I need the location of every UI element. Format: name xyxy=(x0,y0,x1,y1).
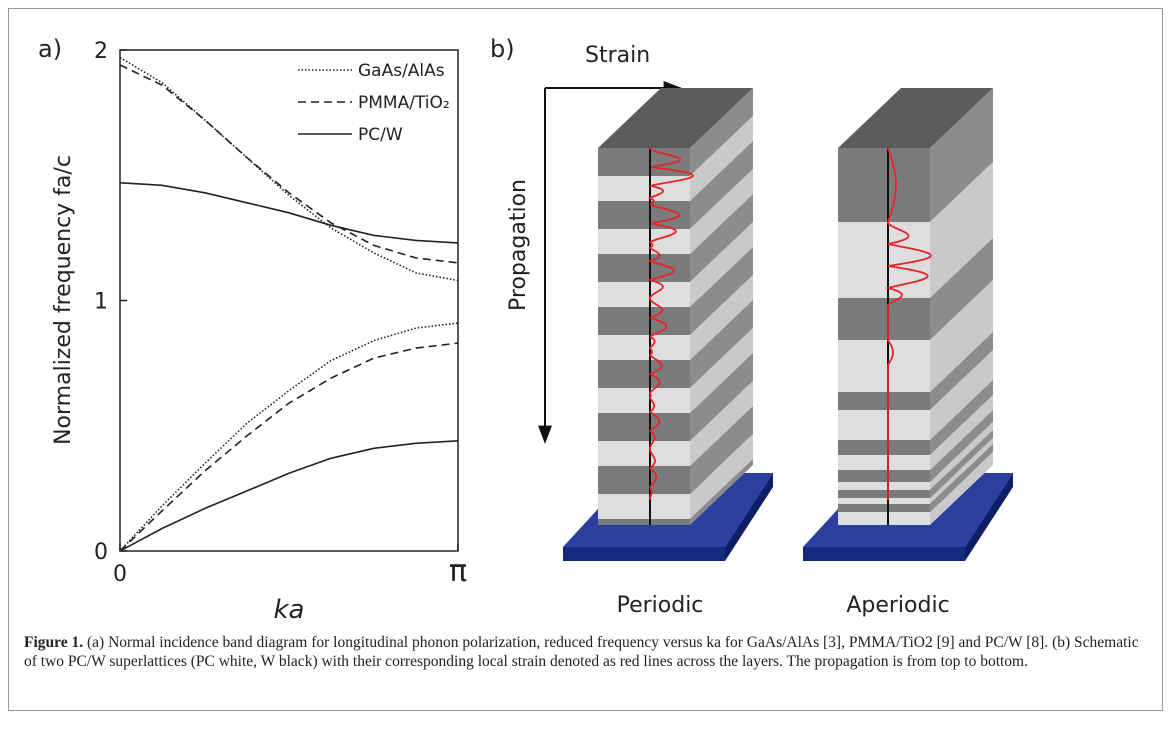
band-line xyxy=(119,440,459,552)
layer-side xyxy=(690,247,753,335)
layer-front xyxy=(838,392,930,410)
schematic xyxy=(538,81,1013,561)
layer-side xyxy=(930,452,993,525)
band-line xyxy=(119,342,459,552)
layer-side xyxy=(930,350,993,440)
layer-side xyxy=(930,430,993,498)
layer-side xyxy=(930,444,993,512)
layer-front xyxy=(598,176,690,201)
layer-side xyxy=(930,438,993,504)
figure-frame xyxy=(8,8,1163,711)
layer-side xyxy=(690,88,753,176)
layer-front xyxy=(598,335,690,360)
layer-front xyxy=(598,466,690,494)
block-top xyxy=(598,88,753,148)
block-top xyxy=(838,88,993,148)
layer-front xyxy=(838,148,930,222)
layer-side xyxy=(690,222,753,307)
layer-side xyxy=(690,300,753,388)
layer-front xyxy=(598,201,690,229)
y-tick-label: 1 xyxy=(94,290,108,315)
layer-front xyxy=(838,470,930,482)
x-tick-label: 0 xyxy=(113,562,127,587)
layer-front xyxy=(838,490,930,498)
caption-text: (a) Normal incidence band diagram for lo… xyxy=(24,634,1139,670)
layer-front xyxy=(838,504,930,512)
layer-front xyxy=(838,298,930,340)
layer-side xyxy=(930,238,993,340)
layer-side xyxy=(690,169,753,254)
strain-curve xyxy=(884,147,932,500)
layer-front xyxy=(838,482,930,490)
caption-label: Figure 1. xyxy=(24,634,84,651)
panel-label: a) xyxy=(38,35,62,63)
layer-side xyxy=(930,280,993,392)
layer-side xyxy=(690,353,753,441)
layer-side xyxy=(930,395,993,470)
layer-front xyxy=(838,410,930,440)
layer-front xyxy=(838,512,930,525)
plot-frame xyxy=(119,49,459,552)
layer-front xyxy=(838,498,930,504)
layer-side xyxy=(690,459,753,525)
layer-front xyxy=(838,340,930,392)
aperiodic-label: Aperiodic xyxy=(846,593,949,618)
layer-side xyxy=(930,162,993,298)
layer-front xyxy=(598,388,690,413)
layer-side xyxy=(690,194,753,282)
base-plate-side xyxy=(725,473,773,561)
layer-front xyxy=(598,360,690,388)
band-line xyxy=(119,56,459,282)
legend-label: GaAs/AlAs xyxy=(358,61,445,81)
caption: Figure 1. (a) Normal incidence band diag… xyxy=(24,633,1144,671)
layer-front xyxy=(838,455,930,470)
layer-side xyxy=(690,406,753,494)
layer-side xyxy=(930,422,993,490)
x-axis-label: ka xyxy=(274,595,305,625)
strain-curve xyxy=(647,147,694,501)
base-plate-side xyxy=(965,473,1013,561)
legend-label: PMMA/TiO₂ xyxy=(358,93,450,113)
layer-side xyxy=(690,381,753,466)
arrow-head xyxy=(538,425,552,444)
layer-front xyxy=(598,229,690,254)
band-line xyxy=(119,64,459,264)
y-axis-label: Normalized frequency fa/c xyxy=(51,155,76,445)
layer-front xyxy=(598,494,690,519)
band-line xyxy=(119,322,459,552)
layer-side xyxy=(930,88,993,222)
layer-front xyxy=(838,440,930,455)
x-tick-label: π xyxy=(449,554,467,589)
periodic-label: Periodic xyxy=(617,593,704,618)
layer-front xyxy=(598,519,690,525)
panel-label: b) xyxy=(490,35,515,63)
layer-front xyxy=(598,413,690,441)
layer-front xyxy=(838,222,930,298)
layer-side xyxy=(930,380,993,455)
layer-front xyxy=(598,441,690,466)
layer-side xyxy=(690,434,753,519)
strain-label: Strain xyxy=(585,43,650,68)
y-tick-label: 2 xyxy=(94,39,108,64)
layer-front xyxy=(598,254,690,282)
legend-label: PC/W xyxy=(358,125,403,145)
base-plate-front xyxy=(803,547,965,561)
band-line xyxy=(119,182,459,244)
layer-front xyxy=(598,307,690,335)
layer-side xyxy=(690,275,753,360)
base-plate-front xyxy=(563,547,725,561)
layer-side xyxy=(690,328,753,413)
layer-front xyxy=(598,282,690,307)
layer-side xyxy=(690,141,753,229)
layer-side xyxy=(930,332,993,410)
layer-side xyxy=(690,116,753,201)
propagation-label: Propagation xyxy=(506,179,531,311)
y-tick-label: 0 xyxy=(94,540,108,565)
layer-side xyxy=(930,410,993,482)
